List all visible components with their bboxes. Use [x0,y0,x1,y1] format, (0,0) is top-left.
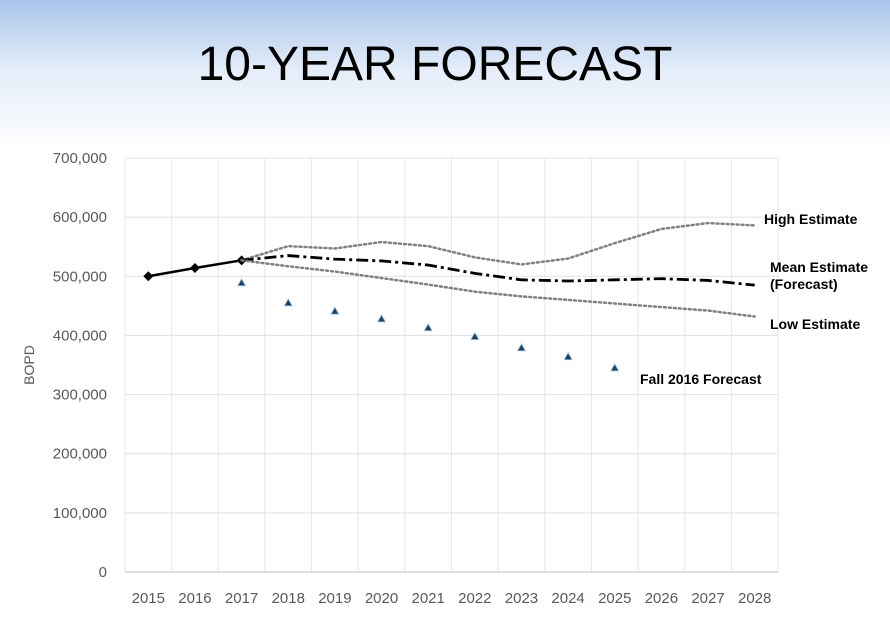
x-tick-label: 2017 [225,590,258,607]
marker [236,277,247,287]
y-tick-label: 300,000 [53,387,107,404]
x-tick-label: 2025 [598,590,631,607]
x-tick-label: 2024 [551,590,584,607]
series-label: Mean Estimate (Forecast) [770,259,869,292]
y-tick-label: 100,000 [53,505,107,522]
marker [330,306,340,315]
marker [423,322,433,332]
x-tick-label: 2020 [365,590,398,607]
marker [143,271,154,282]
marker [563,351,573,361]
y-tick-label: 400,000 [53,327,107,344]
x-tick-label: 2016 [178,590,211,607]
series-label: Fall 2016 Forecast [640,371,762,387]
marker [516,343,527,352]
x-tick-label: 2019 [318,590,351,607]
y-axis-label: BOPD [21,345,37,385]
x-tick-label: 2018 [272,590,305,607]
marker [610,363,620,372]
y-tick-label: 600,000 [53,209,107,226]
series-line [241,254,755,287]
x-tick-label: 2027 [691,590,724,607]
x-tick-label: 2026 [645,590,678,607]
y-tick-label: 700,000 [53,150,107,167]
x-tick-label: 2022 [458,590,491,607]
y-tick-label: 0 [99,564,107,581]
series-label: High Estimate [764,211,858,227]
marker [470,331,480,341]
series-line [240,259,756,318]
series-line [240,221,756,266]
marker [283,298,293,307]
x-tick-label: 2028 [738,590,771,607]
y-tick-label: 200,000 [53,446,107,463]
marker [189,263,200,274]
x-tick-label: 2023 [505,590,538,607]
chart-title: 10-YEAR FORECAST [198,38,673,91]
marker [376,314,387,323]
series-label: Low Estimate [770,316,861,332]
x-tick-label: 2021 [411,590,444,607]
y-tick-label: 500,000 [53,268,107,285]
x-tick-label: 2015 [132,590,165,607]
